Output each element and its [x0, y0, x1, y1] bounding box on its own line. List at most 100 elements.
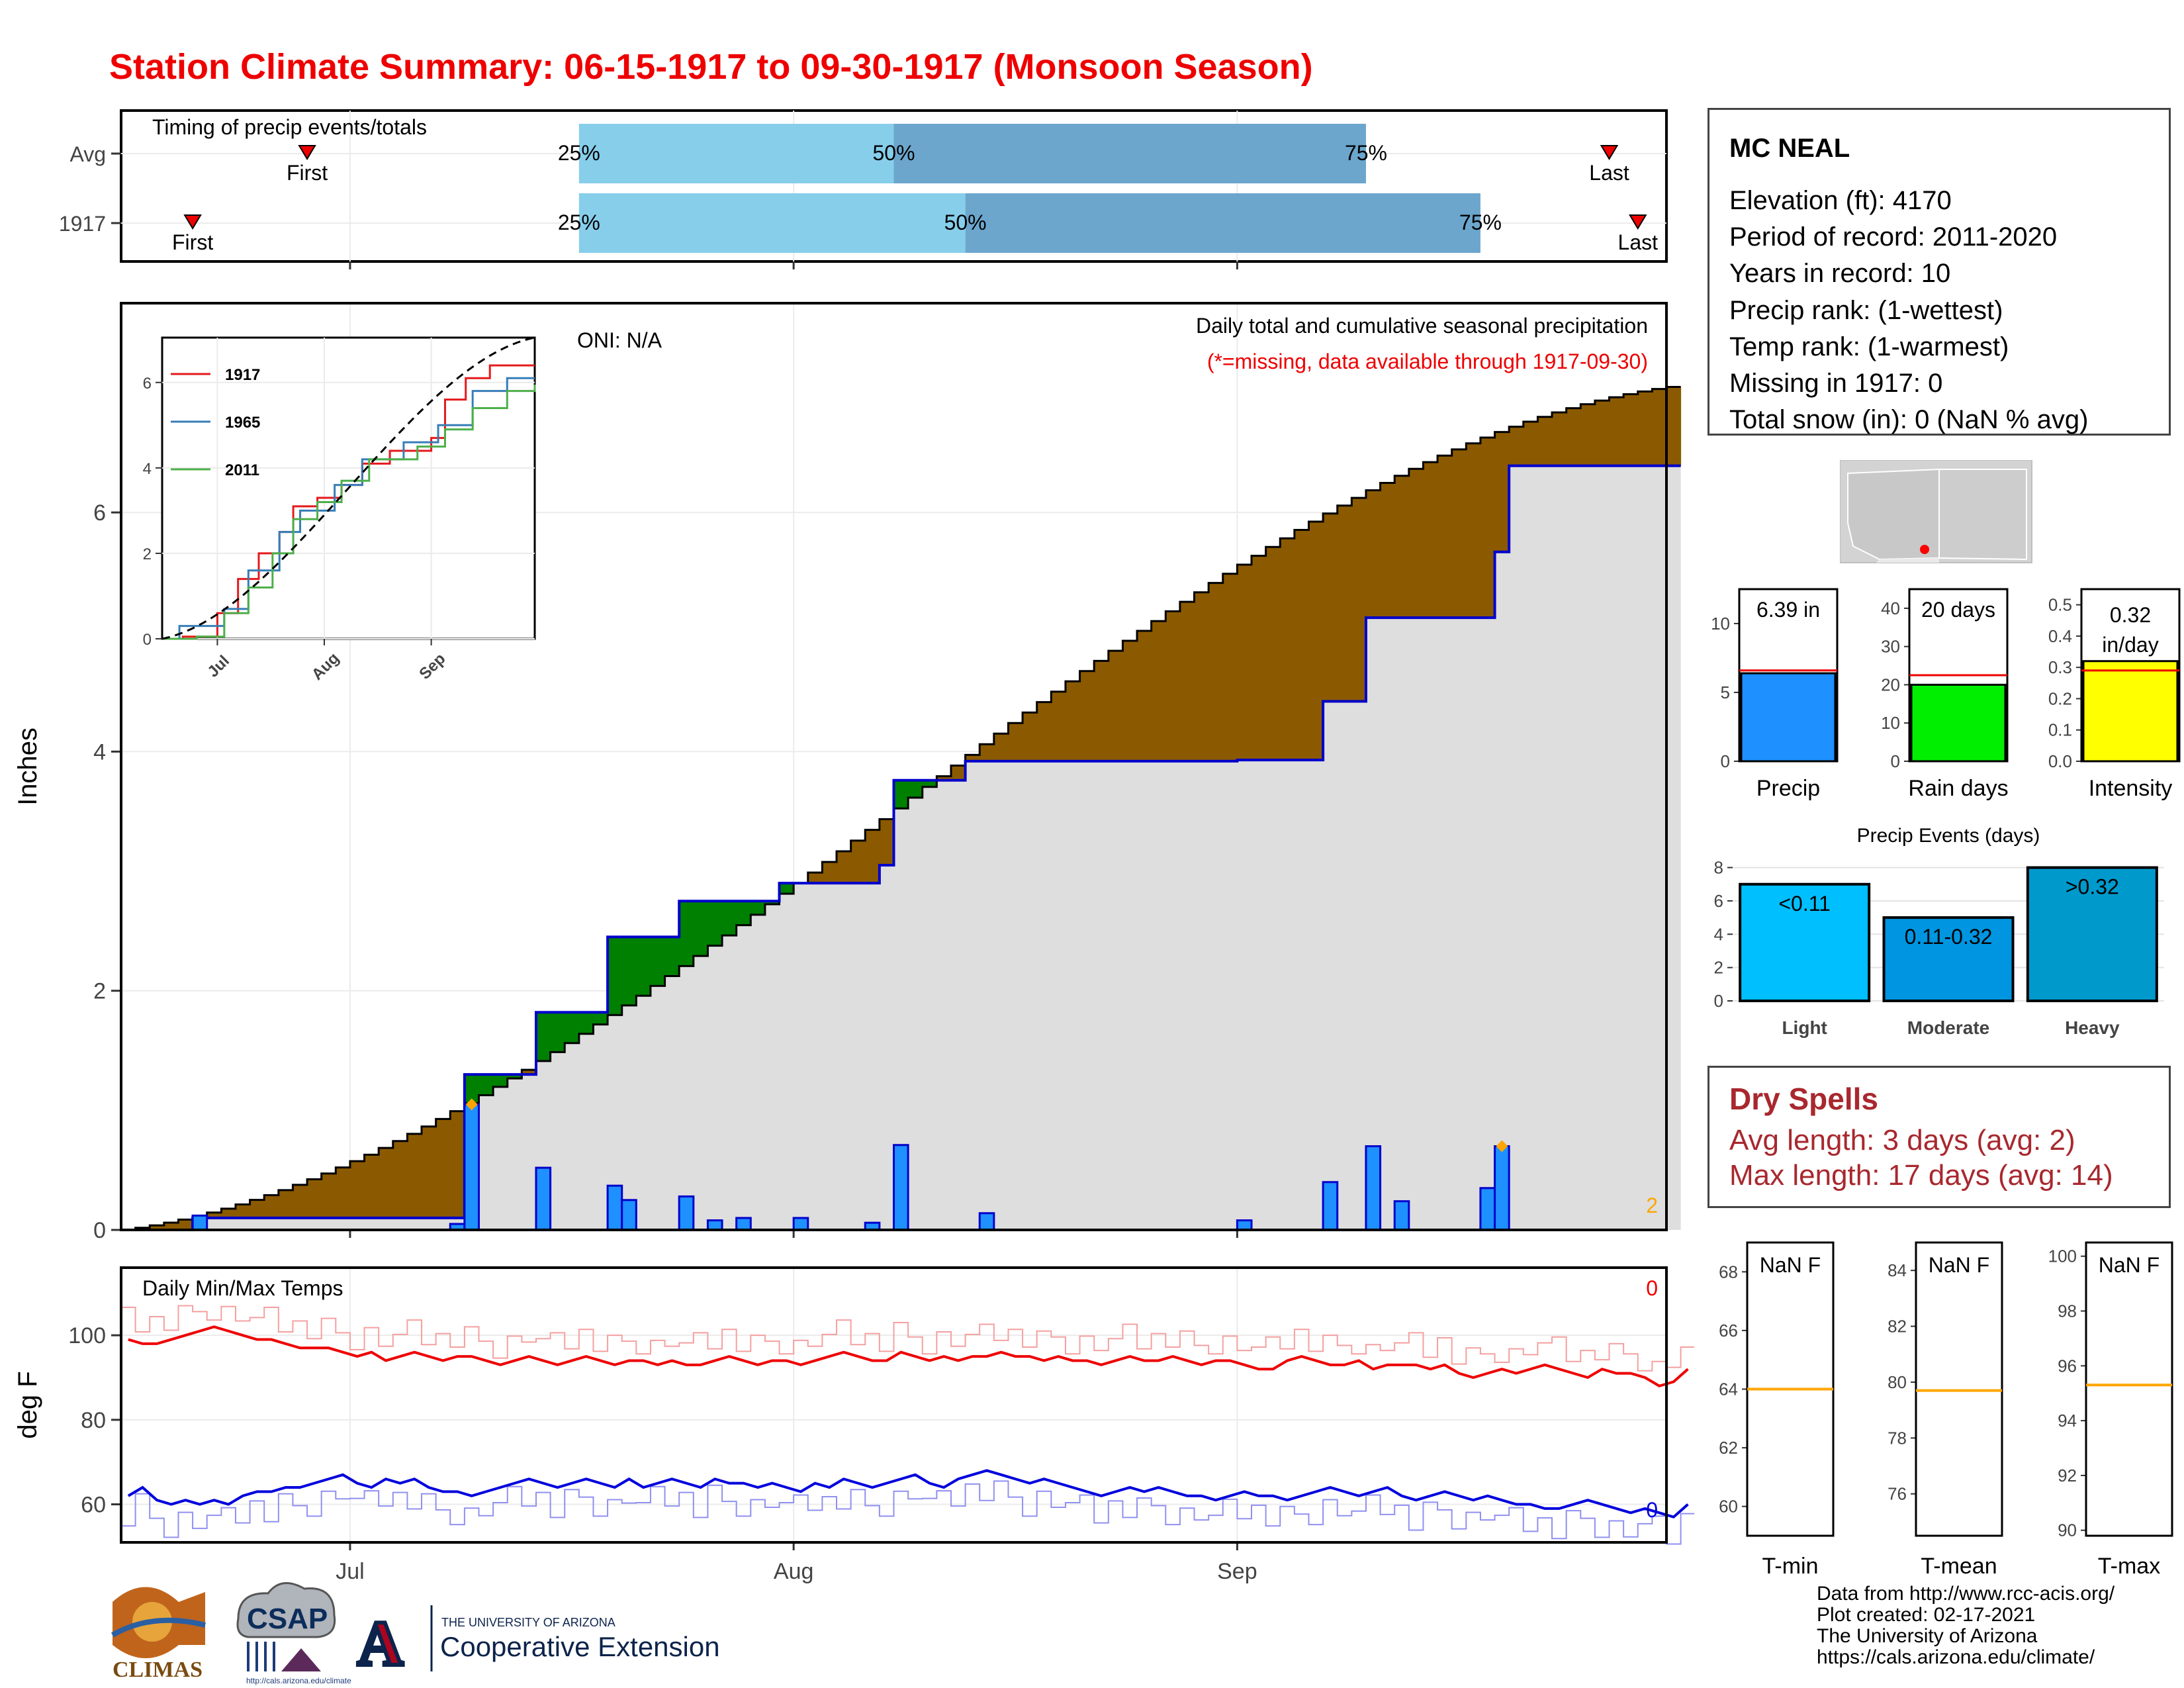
precip-daily-bar	[1322, 1181, 1339, 1231]
summary-y-tick-label: 0.0	[2048, 751, 2072, 771]
precip-below-average-area	[1280, 538, 1295, 761]
events-bar	[2026, 866, 2158, 1002]
events-bar	[1739, 882, 1871, 1002]
timing-bar-25-50	[578, 193, 966, 253]
summary-y-tick-label: 5	[1721, 682, 1730, 702]
climas-wave-icon	[111, 1617, 206, 1638]
tsum-category-label: T-min	[1762, 1554, 1819, 1579]
locator-map	[1840, 460, 2032, 563]
precip-below-average-area	[250, 1199, 265, 1218]
timing-bar-25-50	[578, 124, 894, 183]
tsum-y-tick-label: 64	[1719, 1380, 1738, 1399]
tsum-frame	[1915, 1241, 2003, 1537]
tsum-y-tick-label: 78	[1888, 1428, 1907, 1448]
precip-below-average-area	[1437, 455, 1453, 618]
precip-daily-bar	[535, 1166, 552, 1231]
precip-above-average-area	[779, 883, 794, 894]
tsum-y-tick-label: 94	[2058, 1411, 2077, 1430]
summary-y-tick-label: 30	[1881, 637, 1900, 657]
precip-above-average-area	[493, 1074, 508, 1087]
precip-daily-bar	[893, 1144, 909, 1231]
ua-a-icon: A	[357, 1608, 403, 1679]
logos: CLIMAS CSAP http://cals.arizona.edu/clim…	[111, 1582, 720, 1685]
climas-logo-text: CLIMAS	[113, 1658, 203, 1682]
precip-below-average-area	[1194, 592, 1209, 761]
precip-y-axis-title: Inches	[13, 727, 42, 806]
station-period: Period of record: 2011-2020	[1729, 222, 2058, 252]
summary-y-tick-label: 10	[1711, 614, 1730, 633]
precip-below-average-area	[1480, 437, 1496, 618]
precip-daily-bar	[735, 1217, 752, 1231]
timing-p50-label: 50%	[944, 211, 987, 234]
precip-daily-bar	[678, 1195, 695, 1231]
precip-above-average-area	[507, 1074, 522, 1079]
precip-daily-bar	[1236, 1219, 1253, 1231]
precip-below-average-area	[1051, 691, 1066, 761]
map-station-marker	[1920, 545, 1929, 554]
precip-below-average-area	[807, 872, 823, 884]
station-snow: Total snow (in): 0 (NaN % avg)	[1729, 405, 2089, 434]
tsum-y-tick-label: 84	[1888, 1260, 1907, 1280]
precip-below-average-area	[1451, 449, 1467, 618]
temp-panel-title: Daily Min/Max Temps	[142, 1276, 343, 1300]
precip-above-average-area	[621, 937, 637, 1006]
events-y-tick-label: 4	[1714, 924, 1723, 944]
tsum-y-tick-label: 68	[1719, 1262, 1738, 1282]
precip-daily-bar	[606, 1184, 623, 1231]
temp-summary: 60 62 64 66 68 NaN F T-min 76 78 80 82 84 NaN F T-mea…	[1719, 1241, 2173, 1579]
precip-below-average-area	[1509, 426, 1524, 466]
precip-extreme-marker	[1496, 1140, 1508, 1152]
precip-below-average-area	[1122, 641, 1138, 761]
precip-daily-bar	[978, 1212, 995, 1231]
timing-first-marker	[183, 214, 202, 230]
events-y-tick-label: 8	[1714, 858, 1723, 878]
tsum-frame	[2085, 1241, 2173, 1537]
precip-above-average-area	[922, 780, 937, 787]
climas-logo: CLIMAS	[111, 1587, 206, 1682]
precip-below-average-area	[1023, 712, 1038, 761]
tsum-category-label: T-max	[2098, 1554, 2160, 1579]
csap-url-text: http://cals.arizona.edu/climate	[246, 1676, 351, 1685]
temp-max-missing-count: 0	[1646, 1276, 1658, 1300]
temp-max-series-line	[128, 1325, 1689, 1387]
timing-last-label: Last	[1589, 161, 1629, 185]
precip-above-average-area	[736, 901, 751, 925]
timing-p25-label: 25%	[558, 141, 600, 165]
summary-y-tick-label: 20	[1881, 675, 1900, 694]
inset-legend-label: 1917	[225, 366, 260, 384]
precip-below-average-area	[278, 1190, 293, 1218]
tsum-y-tick-label: 66	[1719, 1321, 1738, 1340]
precip-below-average-area	[1208, 583, 1224, 761]
temp-y-tick-label: 80	[81, 1408, 106, 1433]
precip-below-average-area	[936, 776, 952, 780]
precip-below-average-area	[1609, 397, 1624, 466]
summary-y-tick-label: 0.4	[2048, 626, 2072, 646]
csap-logo: CSAP http://cals.arizona.edu/climate	[236, 1582, 351, 1685]
inset-legend-label: 2011	[225, 461, 259, 479]
precip-daily-bar	[1494, 1145, 1510, 1231]
summary-category-label: Precip	[1756, 776, 1820, 801]
precip-below-average-area	[965, 755, 980, 761]
temp-x-tick-label: Sep	[1217, 1559, 1257, 1584]
precip-above-average-area	[751, 901, 766, 915]
precip-below-average-area	[1523, 421, 1538, 466]
events-category-label: Light	[1782, 1017, 1827, 1038]
inset-y-tick-label: 0	[143, 631, 152, 649]
map-new-mexico-shape	[1938, 469, 2027, 561]
precip-below-average-area	[1036, 702, 1052, 761]
events-bar	[1882, 916, 2015, 1002]
timing-p50-label: 50%	[872, 141, 915, 165]
station-info-box: MC NEAL Elevation (ft): 4170 Period of r…	[1707, 108, 2171, 436]
events-y-tick-label: 0	[1714, 991, 1723, 1011]
csap-rain-icon	[247, 1642, 275, 1671]
precip-panel-frame	[120, 302, 1668, 1231]
precip-daily-bar	[463, 1103, 480, 1231]
tsum-value-label: NaN F	[1929, 1253, 1989, 1277]
precip-events-chart: Precip Events (days) 0 2 4 6 8 <0.11 Light 0.11-…	[1714, 825, 2164, 1038]
summary-bar	[1740, 672, 1837, 763]
tsum-y-tick-label: 62	[1719, 1438, 1738, 1458]
precip-below-average-area	[1552, 412, 1567, 466]
station-missing: Missing in 1917: 0	[1729, 369, 1943, 398]
csap-logo-text: CSAP	[247, 1603, 328, 1635]
precip-corner-count: 2	[1646, 1194, 1658, 1217]
